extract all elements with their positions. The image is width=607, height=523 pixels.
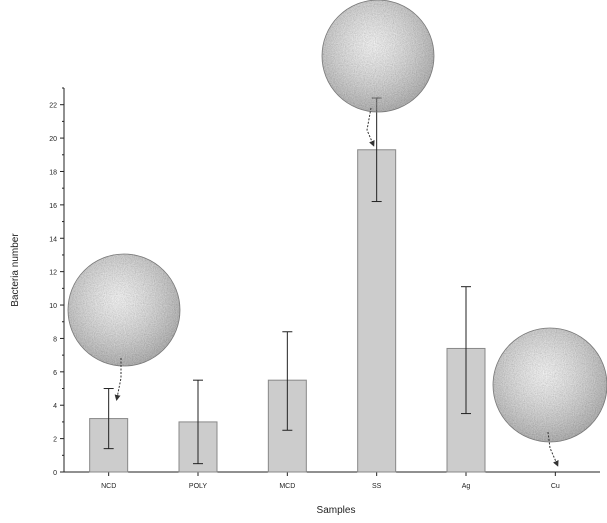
y-tick-label: 6	[53, 370, 57, 377]
y-tick-label: 18	[49, 169, 57, 176]
pointer-arrow	[366, 107, 375, 147]
y-tick-label: 20	[49, 136, 57, 143]
x-tick-label: MCD	[279, 483, 295, 490]
micrograph-shading	[493, 328, 607, 442]
micrograph-shading	[322, 0, 434, 112]
micrograph-border	[492, 327, 607, 443]
x-tick-label: POLY	[189, 483, 207, 490]
pointer-arrow	[547, 431, 559, 467]
bars	[89, 149, 486, 473]
bar-ss	[357, 149, 397, 473]
x-tick-label: SS	[372, 483, 382, 490]
micrograph-insets	[67, 0, 607, 467]
y-tick-label: 2	[53, 437, 57, 444]
x-tick-label: Cu	[551, 483, 560, 490]
y-tick-label: 4	[53, 403, 57, 410]
y-tick-label: 12	[49, 270, 57, 277]
micrograph-ss	[321, 0, 435, 147]
micrograph-border	[67, 253, 181, 367]
micrograph-border	[321, 0, 435, 113]
y-tick-label: 8	[53, 336, 57, 343]
x-tick-label: NCD	[101, 483, 116, 490]
x-tick-label: Ag	[462, 483, 471, 490]
y-tick-label: 10	[49, 303, 57, 310]
y-tick-label: 16	[49, 203, 57, 210]
micrograph-ncd	[67, 253, 181, 401]
micrograph-cu	[492, 327, 607, 467]
y-tick-label: 0	[53, 470, 57, 477]
y-axis-label: Bacteria number	[10, 233, 21, 307]
x-axis-label: Samples	[317, 505, 356, 516]
axes: 0 2 4 6 8 10 12 14 16 18 20 22 NCD POLY MCD SS Ag Cu	[49, 87, 600, 490]
y-tick-label: 22	[49, 103, 57, 110]
micrograph-shading	[68, 254, 180, 366]
y-tick-label: 14	[49, 236, 57, 243]
